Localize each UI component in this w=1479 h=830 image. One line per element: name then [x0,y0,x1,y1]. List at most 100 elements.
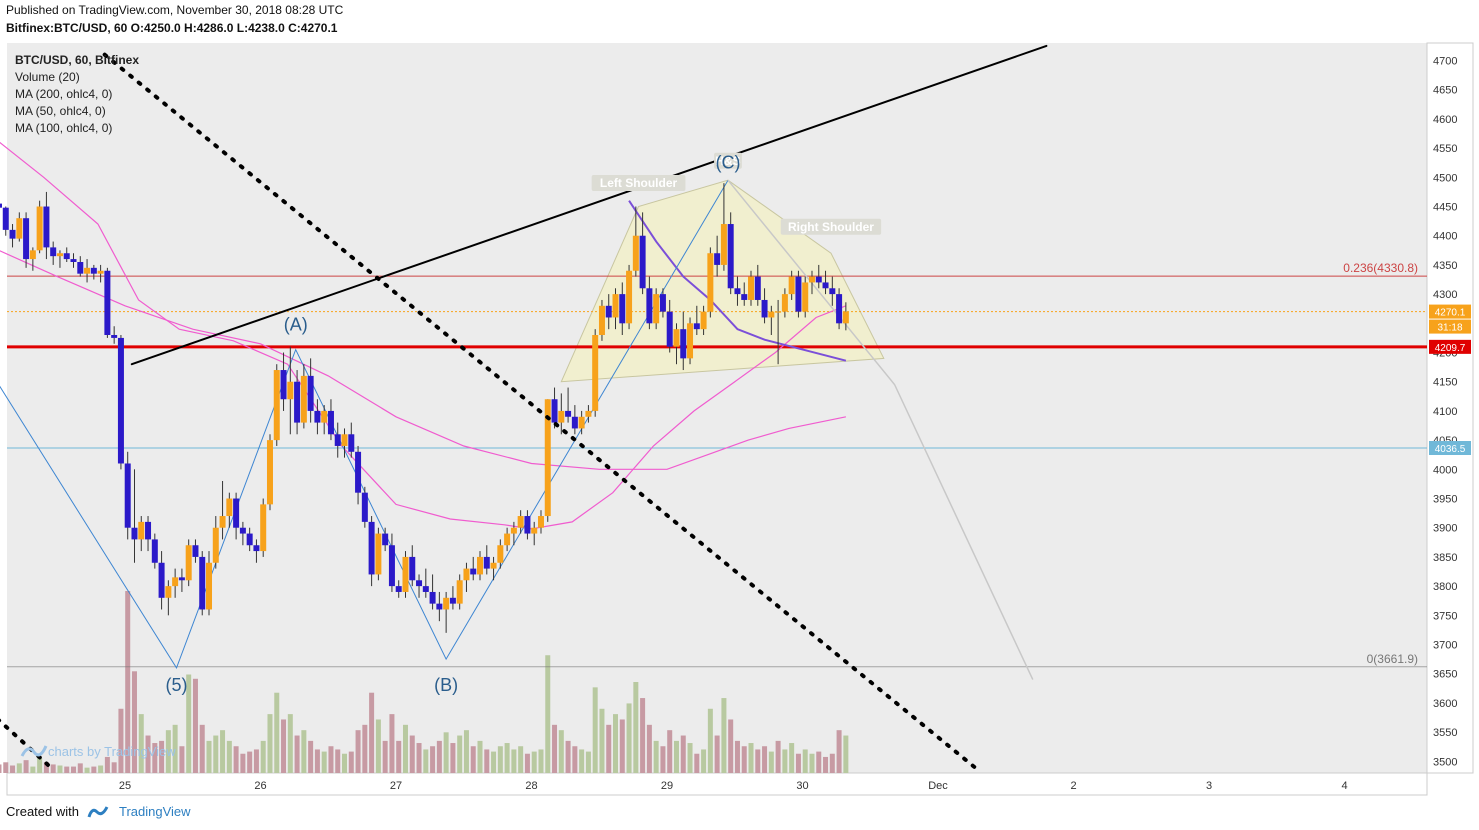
volume-bar [77,763,83,773]
volume-bar [823,756,829,773]
candle-body [314,410,321,423]
tradingview-brand[interactable]: TradingView [118,804,191,819]
legend-ma100[interactable]: MA (100, ohlc4, 0) [15,121,113,135]
y-tick-label: 4000 [1433,464,1457,476]
candle-body [266,440,273,505]
countdown-bg [1429,319,1471,334]
candle-body [239,527,246,534]
candle-body [416,580,423,587]
created-with-label: Created with [6,804,79,819]
volume-bar [619,719,625,773]
volume-bar [511,749,517,773]
candle-body [592,335,599,411]
indicator-legend: BTC/USD, 60, Bitfinex Volume (20) MA (20… [15,52,139,137]
y-tick-label: 3950 [1433,494,1457,506]
x-tick-label: 2 [1070,780,1076,792]
volume-bar [409,735,415,773]
candle-body [449,597,456,604]
volume-bar [450,743,456,773]
volume-bar [762,746,768,773]
candle-body [375,533,382,575]
volume-bar [159,740,165,773]
y-tick-label: 3550 [1433,727,1457,739]
candle-body [632,235,639,271]
volume-bar [274,692,280,773]
volume-bar [545,655,551,773]
volume-bar [125,591,131,773]
legend-ma50[interactable]: MA (50, ohlc4, 0) [15,104,106,118]
candle-body [138,521,145,540]
volume-bar [375,719,381,773]
candle-body [429,591,436,604]
volume-bar [260,740,266,773]
candle-body [754,276,761,300]
candle-body [29,250,36,260]
volume-bar [118,708,124,773]
volume-bar [795,753,801,773]
y-tick-label: 4650 [1433,85,1457,97]
candle-body [145,521,152,540]
volume-bar [565,740,571,773]
volume-bar [50,764,56,773]
price-chart[interactable]: 0.236(4330.8) 0(3661.9) Left Shoulder H&S Ri… [0,0,1479,800]
candle-body [287,381,294,400]
candle-body [700,311,707,330]
candle-body [111,335,118,338]
y-tick-label: 3700 [1433,640,1457,652]
candle-body [666,311,673,347]
volume-bar [423,749,429,773]
price-label-bg [1429,304,1471,319]
legend-volume[interactable]: Volume (20) [15,70,80,84]
candle-body [0,203,2,208]
x-tick-label: 28 [525,780,537,792]
candle-body [97,270,104,274]
candle-body [483,556,490,569]
candle-body [815,276,822,283]
volume-bar [673,740,679,773]
volume-bar [775,740,781,773]
candle-body [355,451,362,493]
volume-bar [585,751,591,773]
volume-bar [71,766,77,773]
volume-bar [308,740,314,773]
volume-bar [809,753,815,773]
volume-bar [294,735,300,773]
candle-body [802,282,809,312]
volume-bar [694,753,700,773]
volume-bar [37,758,43,773]
candle-body [348,434,355,452]
volume-bar [57,765,63,773]
candle-body [598,305,605,335]
volume-bar [253,749,259,773]
volume-bar [707,708,713,773]
volume-bar [653,740,659,773]
candle-body [558,410,565,423]
candle-body [741,294,748,300]
candle-body [436,603,443,610]
price-label: 4209.7 [1435,343,1466,354]
candle-body [300,375,307,423]
volume-bar [416,743,422,773]
volume-bar [281,719,287,773]
volume-bar [179,746,185,773]
y-tick-label: 4100 [1433,406,1457,418]
volume-bar [152,743,158,773]
candle-body [775,311,782,313]
countdown-label: 31:18 [1437,323,1462,334]
volume-bar [23,760,29,773]
volume-bar [43,762,49,773]
y-tick-label: 3750 [1433,610,1457,622]
published-info: Published on TradingView.com, November 3… [6,3,344,17]
price-axis [1426,42,1474,774]
volume-bar [314,749,320,773]
x-tick-label: 29 [661,780,673,792]
candle-body [327,410,334,435]
volume-bar [829,753,835,773]
x-tick-label: 4 [1341,780,1347,792]
x-tick-label: Dec [928,780,948,792]
legend-ma200[interactable]: MA (200, ohlc4, 0) [15,87,113,101]
y-tick-label: 4700 [1433,56,1457,68]
y-tick-label: 4550 [1433,143,1457,155]
volume-bar [348,751,354,773]
volume-bar [687,743,693,773]
